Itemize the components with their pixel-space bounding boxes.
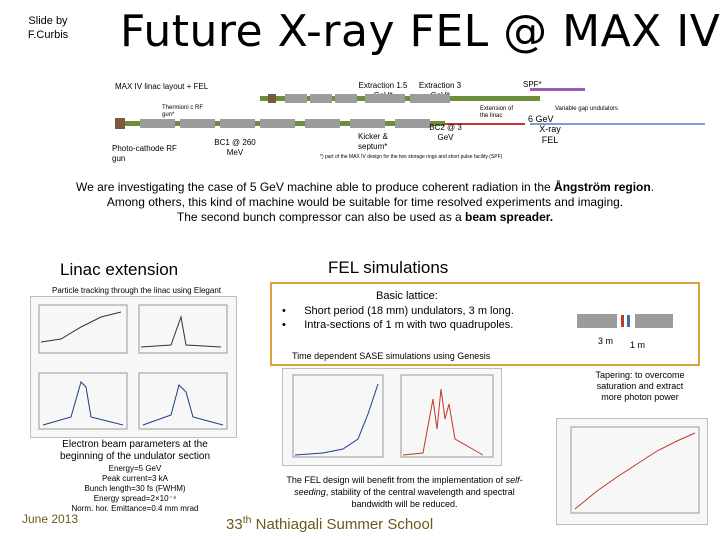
energy-label: 6 GeV bbox=[528, 114, 554, 124]
linac-section bbox=[305, 119, 340, 128]
beam-param: Energy=5 GeV bbox=[108, 464, 162, 473]
label-3m: 3 m bbox=[598, 336, 614, 346]
beam-params-list: Energy=5 GeV Peak current=3 kA Bunch len… bbox=[40, 464, 230, 514]
linac-section bbox=[350, 119, 385, 128]
kicker-septum-label: Kicker & septum* bbox=[358, 132, 388, 151]
linac-section bbox=[365, 94, 405, 103]
beam-param: Bunch length=30 fs (FWHM) bbox=[84, 484, 186, 493]
undulators-label: Variable gap undulators bbox=[555, 106, 618, 112]
photocathode-gun-marker bbox=[115, 118, 125, 129]
intro-line-1: We are investigating the case of 5 GeV m… bbox=[75, 180, 655, 194]
undulator-cell-graphic bbox=[575, 310, 675, 332]
linac-extension-subtitle: Particle tracking through the linac usin… bbox=[52, 286, 221, 295]
slide-title: Future X-ray FEL @ MAX IV bbox=[120, 6, 720, 57]
thermionic-gun-label: Thermioni c RF gun* bbox=[162, 105, 204, 118]
tapering-plot bbox=[556, 418, 708, 525]
footer-school: 33th Nathiagali Summer School bbox=[226, 514, 434, 533]
linac-section bbox=[260, 119, 295, 128]
lattice-bullets: • Short period (18 mm) undulators, 3 m l… bbox=[282, 304, 514, 332]
linac-section bbox=[180, 119, 215, 128]
linac-layout-diagram: MAX IV linac layout + FEL Thermioni c RF… bbox=[110, 78, 710, 178]
linac-section bbox=[310, 94, 332, 103]
spf-label: SPF* bbox=[523, 80, 542, 89]
extension-label: Extension of the linac bbox=[480, 106, 514, 119]
beam-param: Energy spread=2×10⁻⁴ bbox=[93, 494, 177, 503]
tracking-plots-graphic bbox=[38, 304, 228, 430]
sase-text: Time dependent SASE simulations using Ge… bbox=[292, 351, 491, 361]
linac-section bbox=[140, 119, 175, 128]
fel-simulations-title: FEL simulations bbox=[328, 258, 449, 277]
linac-section bbox=[395, 119, 430, 128]
linac-extension-line bbox=[445, 123, 525, 125]
fel-conclusion: The FEL design will benefit from the imp… bbox=[286, 475, 523, 509]
linac-section bbox=[410, 94, 450, 103]
layout-footnote: *) part of the MAX IV design for the two… bbox=[320, 154, 503, 160]
bc2-label: BC2 @ 3 GeV bbox=[429, 123, 462, 142]
fel-lattice-frame bbox=[270, 282, 700, 366]
photocathode-label: Photo-cathode RF gun bbox=[112, 144, 177, 163]
beam-params-title: Electron beam parameters at the beginnin… bbox=[59, 439, 211, 462]
linac-layout-label: MAX IV linac layout + FEL bbox=[115, 82, 209, 91]
tracking-plots bbox=[30, 296, 237, 438]
label-1m: 1 m bbox=[630, 340, 646, 350]
sase-spectrum-plot bbox=[282, 368, 502, 466]
lattice-bullet: • Short period (18 mm) undulators, 3 m l… bbox=[282, 305, 514, 317]
linac-section bbox=[220, 119, 255, 128]
gun-marker bbox=[268, 94, 276, 103]
beam-param: Norm. hor. Emittance=0.4 mm mrad bbox=[71, 504, 199, 513]
xray-fel-label: X-ray FEL bbox=[539, 124, 561, 145]
intro-line-3: The second bunch compressor can also be … bbox=[176, 210, 554, 224]
linac-section bbox=[335, 94, 357, 103]
lattice-bullet: • Intra-sections of 1 m with two quadrup… bbox=[282, 319, 514, 331]
lattice-title: Basic lattice: bbox=[376, 290, 438, 302]
beam-param: Peak current=3 kA bbox=[101, 474, 169, 483]
intro-paragraph: We are investigating the case of 5 GeV m… bbox=[40, 180, 690, 225]
linac-extension-title: Linac extension bbox=[60, 260, 179, 279]
undulator-line bbox=[530, 123, 705, 125]
tapering-text: Tapering: to overcome saturation and ext… bbox=[595, 370, 685, 402]
linac-section bbox=[285, 94, 307, 103]
spf-magnet bbox=[530, 88, 585, 91]
slide-credit: Slide by F.Curbis bbox=[27, 15, 69, 41]
intro-line-2: Among others, this kind of machine would… bbox=[106, 195, 624, 209]
footer-date: June 2013 bbox=[22, 512, 79, 526]
bc1-label: BC1 @ 260 MeV bbox=[214, 138, 256, 157]
